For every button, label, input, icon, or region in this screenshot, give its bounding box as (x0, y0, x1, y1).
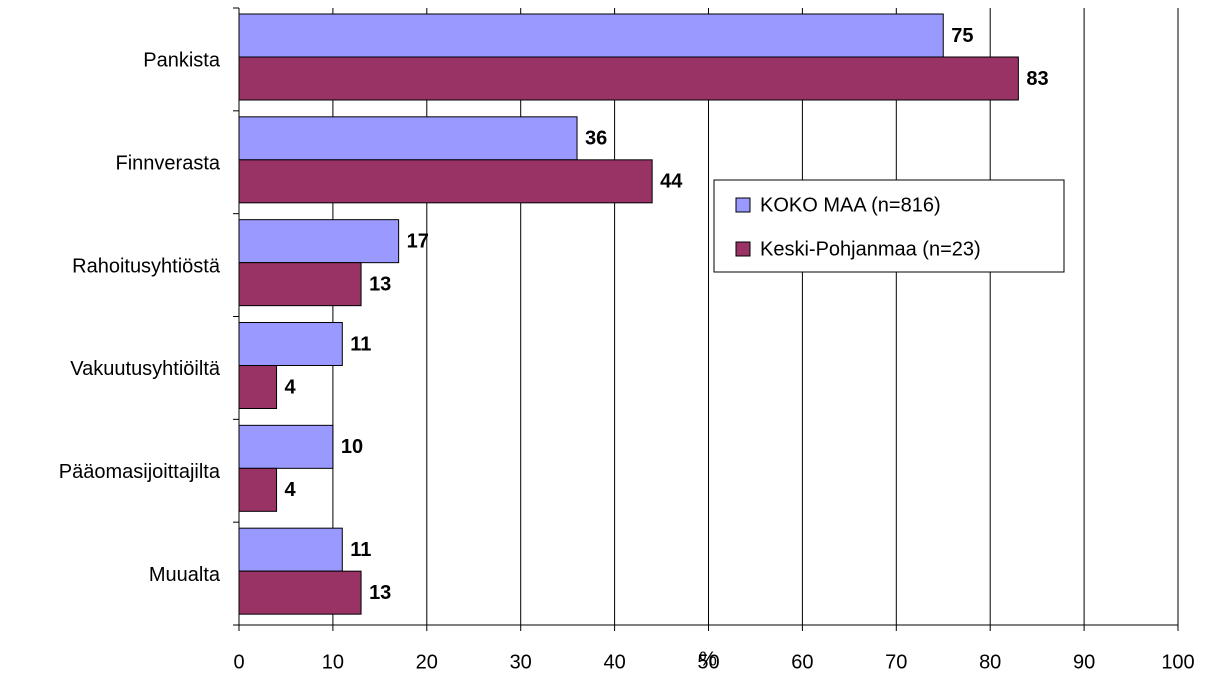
bar (238, 365, 278, 409)
value-label: 4 (285, 479, 297, 501)
value-label: 17 (407, 230, 429, 252)
x-tick-label: 10 (322, 651, 344, 673)
y-tick-label: Rahoitusyhtiöstä (72, 255, 221, 277)
bar (238, 262, 362, 307)
value-label: 4 (285, 376, 297, 398)
legend-label: KOKO MAA (n=816) (760, 194, 941, 216)
bar (238, 570, 362, 615)
x-tick-label: 0 (233, 651, 244, 673)
legend-box (713, 179, 1065, 273)
x-tick-label: 60 (791, 651, 813, 673)
bar (238, 467, 278, 512)
bar (238, 159, 653, 204)
legend-swatch (735, 241, 751, 257)
bar (238, 116, 578, 161)
x-tick-label: 30 (510, 651, 532, 673)
y-tick-label: Pääomasijoittajilta (59, 461, 221, 483)
y-tick-label: Finnverasta (116, 153, 221, 175)
value-label: 10 (341, 436, 363, 458)
value-label: 13 (369, 582, 391, 604)
value-label: 11 (350, 333, 371, 355)
value-label: 44 (660, 171, 683, 193)
x-axis-label: % (699, 648, 717, 670)
y-tick-label: Pankista (143, 50, 221, 72)
x-tick-label: 90 (1073, 651, 1095, 673)
bar (238, 13, 944, 58)
x-tick-label: 100 (1161, 651, 1194, 673)
x-tick-label: 70 (885, 651, 907, 673)
bar (238, 219, 400, 264)
value-label: 75 (951, 25, 973, 47)
legend-swatch (735, 197, 751, 213)
bar (238, 424, 334, 469)
bar (238, 322, 343, 366)
x-tick-label: 40 (603, 651, 625, 673)
bar (238, 56, 1019, 101)
x-tick-label: 80 (979, 651, 1001, 673)
value-label: 11 (350, 539, 371, 561)
legend-label: Keski-Pohjanmaa (n=23) (760, 238, 981, 260)
bar (238, 527, 343, 572)
value-label: 36 (585, 128, 607, 150)
y-tick-label: Muualta (149, 564, 221, 586)
y-tick-label: Vakuutusyhtiöiltä (70, 358, 221, 380)
value-label: 13 (369, 273, 391, 295)
x-tick-label: 20 (416, 651, 438, 673)
x-tick-label: 50 (697, 651, 719, 673)
value-label: 83 (1026, 68, 1048, 90)
